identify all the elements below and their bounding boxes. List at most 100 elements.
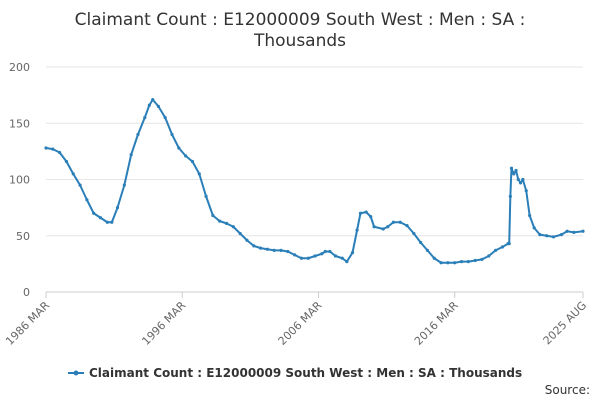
data-point[interactable]	[551, 235, 556, 239]
data-point[interactable]	[466, 260, 470, 264]
data-point[interactable]	[405, 224, 409, 228]
data-point[interactable]	[51, 147, 55, 151]
data-point[interactable]	[184, 154, 188, 158]
data-point[interactable]	[151, 98, 155, 102]
data-point[interactable]	[446, 261, 450, 265]
data-point[interactable]	[147, 103, 151, 107]
data-point[interactable]	[115, 206, 120, 210]
data-point[interactable]	[306, 256, 310, 260]
data-point[interactable]	[71, 172, 75, 176]
data-point[interactable]	[507, 242, 511, 246]
data-point[interactable]	[238, 231, 242, 236]
data-point[interactable]	[509, 166, 514, 170]
data-point[interactable]	[381, 227, 385, 231]
legend-label: Claimant Count : E12000009 South West : …	[89, 366, 522, 380]
data-point[interactable]	[143, 116, 147, 120]
chart-title-line-2: Thousands	[253, 31, 346, 51]
data-point[interactable]	[480, 257, 484, 261]
data-point[interactable]	[252, 244, 256, 248]
data-point[interactable]	[231, 225, 235, 229]
data-point[interactable]	[559, 233, 564, 237]
data-point[interactable]	[58, 150, 62, 155]
data-point[interactable]	[156, 104, 160, 108]
data-point[interactable]	[369, 215, 373, 219]
data-point[interactable]	[85, 198, 89, 202]
data-point[interactable]	[163, 116, 167, 120]
data-point[interactable]	[258, 246, 263, 250]
y-tick-label: 100	[9, 174, 30, 187]
data-point[interactable]	[398, 220, 402, 224]
data-point[interactable]	[439, 261, 443, 265]
data-point[interactable]	[432, 256, 436, 260]
legend[interactable]: Claimant Count : E12000009 South West : …	[68, 366, 522, 380]
data-point[interactable]	[521, 177, 525, 182]
data-point[interactable]	[279, 248, 283, 252]
data-point[interactable]	[565, 229, 569, 233]
data-point[interactable]	[372, 225, 376, 229]
data-point[interactable]	[350, 251, 355, 255]
data-point[interactable]	[129, 153, 133, 157]
data-point[interactable]	[286, 249, 290, 254]
data-point[interactable]	[136, 132, 140, 137]
data-point[interactable]	[340, 256, 344, 260]
data-point[interactable]	[323, 249, 327, 254]
data-point[interactable]	[453, 261, 457, 265]
data-point[interactable]	[92, 211, 96, 215]
data-point[interactable]	[500, 245, 504, 249]
data-point[interactable]	[272, 248, 276, 252]
data-point[interactable]	[412, 231, 416, 236]
data-point[interactable]	[190, 159, 195, 164]
data-point[interactable]	[224, 221, 229, 225]
data-point[interactable]	[358, 211, 363, 215]
data-point[interactable]	[78, 183, 82, 187]
data-point[interactable]	[218, 219, 222, 223]
data-point[interactable]	[459, 260, 464, 264]
data-point[interactable]	[320, 252, 324, 256]
data-point[interactable]	[391, 220, 395, 224]
data-point[interactable]	[98, 216, 103, 220]
data-point[interactable]	[487, 254, 491, 258]
data-point[interactable]	[581, 229, 585, 233]
y-axis: 0 50 100 150 200	[9, 61, 30, 299]
x-tick-label: 2006 MAR	[276, 299, 325, 348]
data-point[interactable]	[122, 183, 126, 187]
data-point[interactable]	[197, 172, 201, 176]
data-point[interactable]	[572, 230, 576, 234]
data-point[interactable]	[105, 220, 109, 224]
data-point[interactable]	[514, 168, 518, 173]
data-point[interactable]	[110, 220, 114, 224]
data-point[interactable]	[516, 177, 520, 182]
data-point[interactable]	[419, 240, 423, 245]
data-point[interactable]	[265, 247, 269, 251]
data-point[interactable]	[524, 189, 528, 193]
data-point[interactable]	[328, 249, 332, 254]
data-point[interactable]	[211, 213, 215, 218]
data-point[interactable]	[518, 181, 523, 185]
data-point[interactable]	[355, 228, 359, 232]
data-point[interactable]	[508, 194, 512, 198]
data-point[interactable]	[528, 213, 532, 218]
data-point[interactable]	[64, 159, 69, 164]
data-point[interactable]	[425, 248, 430, 252]
data-point[interactable]	[512, 172, 516, 176]
data-point[interactable]	[313, 254, 317, 258]
data-point[interactable]	[299, 256, 304, 260]
data-point[interactable]	[177, 146, 181, 150]
data-point[interactable]	[245, 238, 249, 242]
data-point[interactable]	[493, 248, 498, 252]
data-point[interactable]	[473, 258, 477, 263]
gridlines	[46, 66, 583, 237]
data-point[interactable]	[44, 146, 48, 150]
data-point[interactable]	[545, 234, 549, 238]
data-point[interactable]	[386, 225, 390, 229]
data-point[interactable]	[333, 254, 338, 258]
data-point[interactable]	[345, 260, 349, 264]
data-point[interactable]	[364, 210, 368, 214]
data-point[interactable]	[170, 132, 174, 137]
data-point[interactable]	[293, 253, 297, 257]
data-point[interactable]	[538, 233, 542, 237]
data-point[interactable]	[204, 194, 208, 198]
data-point[interactable]	[532, 226, 536, 230]
x-axis: 1986 MAR 1996 MAR 2006 MAR 2016 MAR 2025 AUG	[3, 291, 589, 348]
